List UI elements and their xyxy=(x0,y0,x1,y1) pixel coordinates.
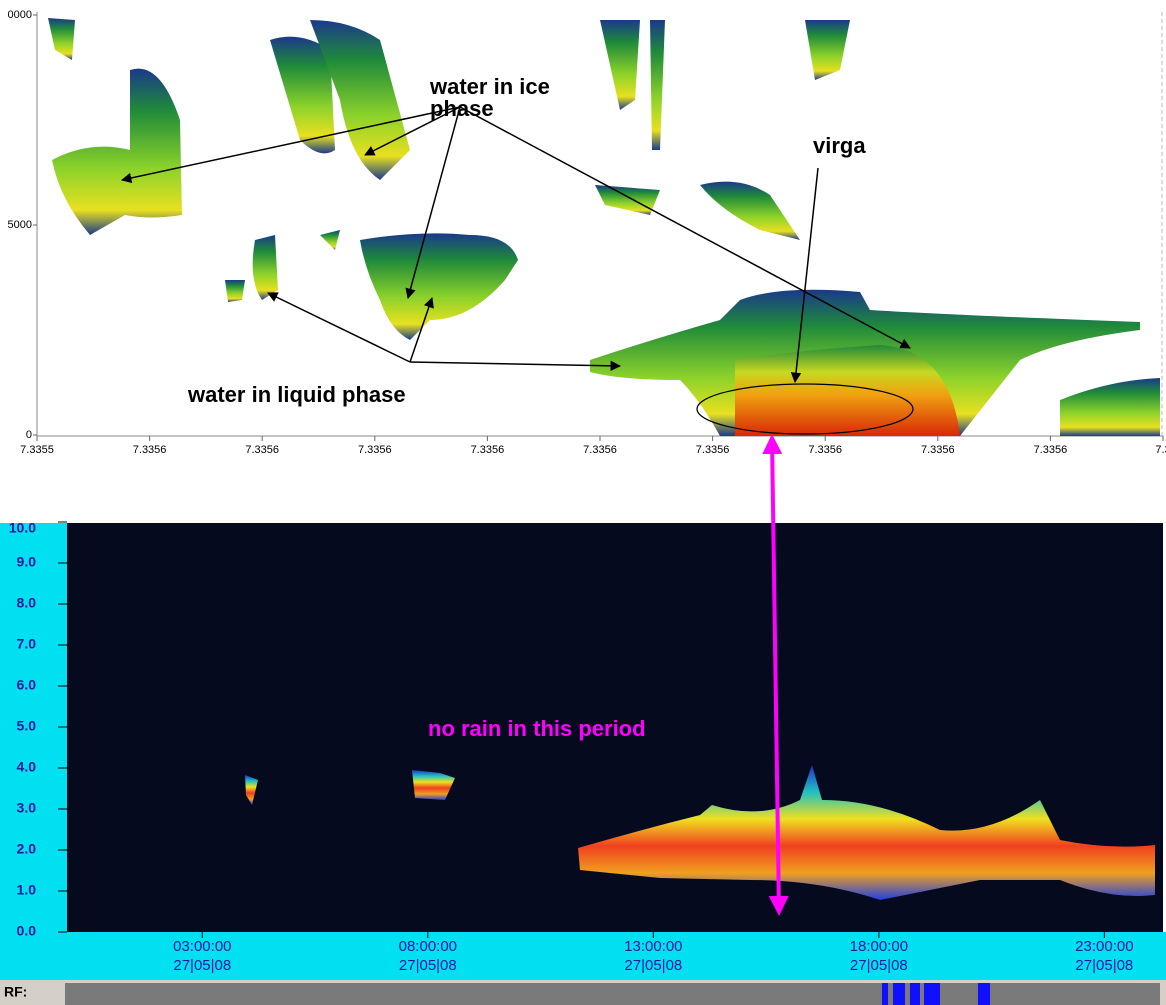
y-tick-label: 0 xyxy=(26,429,32,441)
x-tick-label: 7.3356 xyxy=(245,444,279,456)
x-axis-strip xyxy=(67,932,1166,980)
x-tick-label: 7.3355 xyxy=(20,444,54,456)
rf-event xyxy=(924,983,940,1005)
rf-label: RF: xyxy=(4,984,27,1000)
x-tick-label: 7.3356 xyxy=(696,444,730,456)
rain-radar-panel: RF: xyxy=(0,523,1166,1005)
x-tick-label: 7.3356 xyxy=(133,444,167,456)
y-tick-label: 2.0 xyxy=(17,841,37,857)
y-tick-label: 3.0 xyxy=(17,800,37,816)
rf-event xyxy=(978,983,990,1005)
y-tick-label: 6.0 xyxy=(17,677,37,693)
x-date-label: 27|05|08 xyxy=(1075,957,1133,974)
x-tick-label: 7.3356 xyxy=(1034,444,1068,456)
virga-outline xyxy=(696,383,914,435)
rf-event xyxy=(882,983,888,1005)
x-tick-label: 23:00:00 xyxy=(1075,938,1133,955)
annotation: water in ice phase xyxy=(430,74,550,121)
rf-event xyxy=(910,983,920,1005)
x-tick-label: 08:00:00 xyxy=(399,938,457,955)
rain-echo xyxy=(245,765,1155,900)
annotation: virga xyxy=(813,133,866,158)
x-tick-label: 7.3 xyxy=(1155,444,1166,456)
rf-bar xyxy=(65,983,1160,1005)
x-date-label: 27|05|08 xyxy=(850,957,908,974)
x-tick-label: 7.3356 xyxy=(808,444,842,456)
annotation: water in liquid phase xyxy=(188,382,406,407)
x-tick-label: 18:00:00 xyxy=(850,938,908,955)
cloud-echo xyxy=(48,18,1160,436)
cloud-radar-panel xyxy=(36,12,1163,437)
x-tick-label: 7.3356 xyxy=(921,444,955,456)
x-tick-label: 7.3356 xyxy=(583,444,617,456)
y-tick-label: 4.0 xyxy=(17,759,37,775)
x-date-label: 27|05|08 xyxy=(399,957,457,974)
x-tick-label: 7.3356 xyxy=(471,444,505,456)
x-date-label: 27|05|08 xyxy=(173,957,231,974)
y-tick-label: 7.0 xyxy=(17,636,37,652)
x-date-label: 27|05|08 xyxy=(624,957,682,974)
y-tick-label: 10.0 xyxy=(9,520,36,536)
y-tick-label: 0.0 xyxy=(17,923,37,939)
y-tick-label: 8.0 xyxy=(17,595,37,611)
link-arrow xyxy=(762,434,789,916)
x-tick-label: 03:00:00 xyxy=(173,938,231,955)
y-tick-label: 1.0 xyxy=(17,882,37,898)
y-tick-label: 5.0 xyxy=(17,718,37,734)
y-tick-label: 9.0 xyxy=(17,554,37,570)
y-tick-label: 5000 xyxy=(8,219,32,231)
annotation-arrows xyxy=(120,106,911,384)
y-axis-strip xyxy=(0,523,67,980)
annotation: no rain in this period xyxy=(428,716,646,741)
x-tick-label: 7.3356 xyxy=(358,444,392,456)
x-tick-label: 13:00:00 xyxy=(624,938,682,955)
rf-event xyxy=(893,983,905,1005)
y-tick-label: 0000 xyxy=(8,9,32,21)
